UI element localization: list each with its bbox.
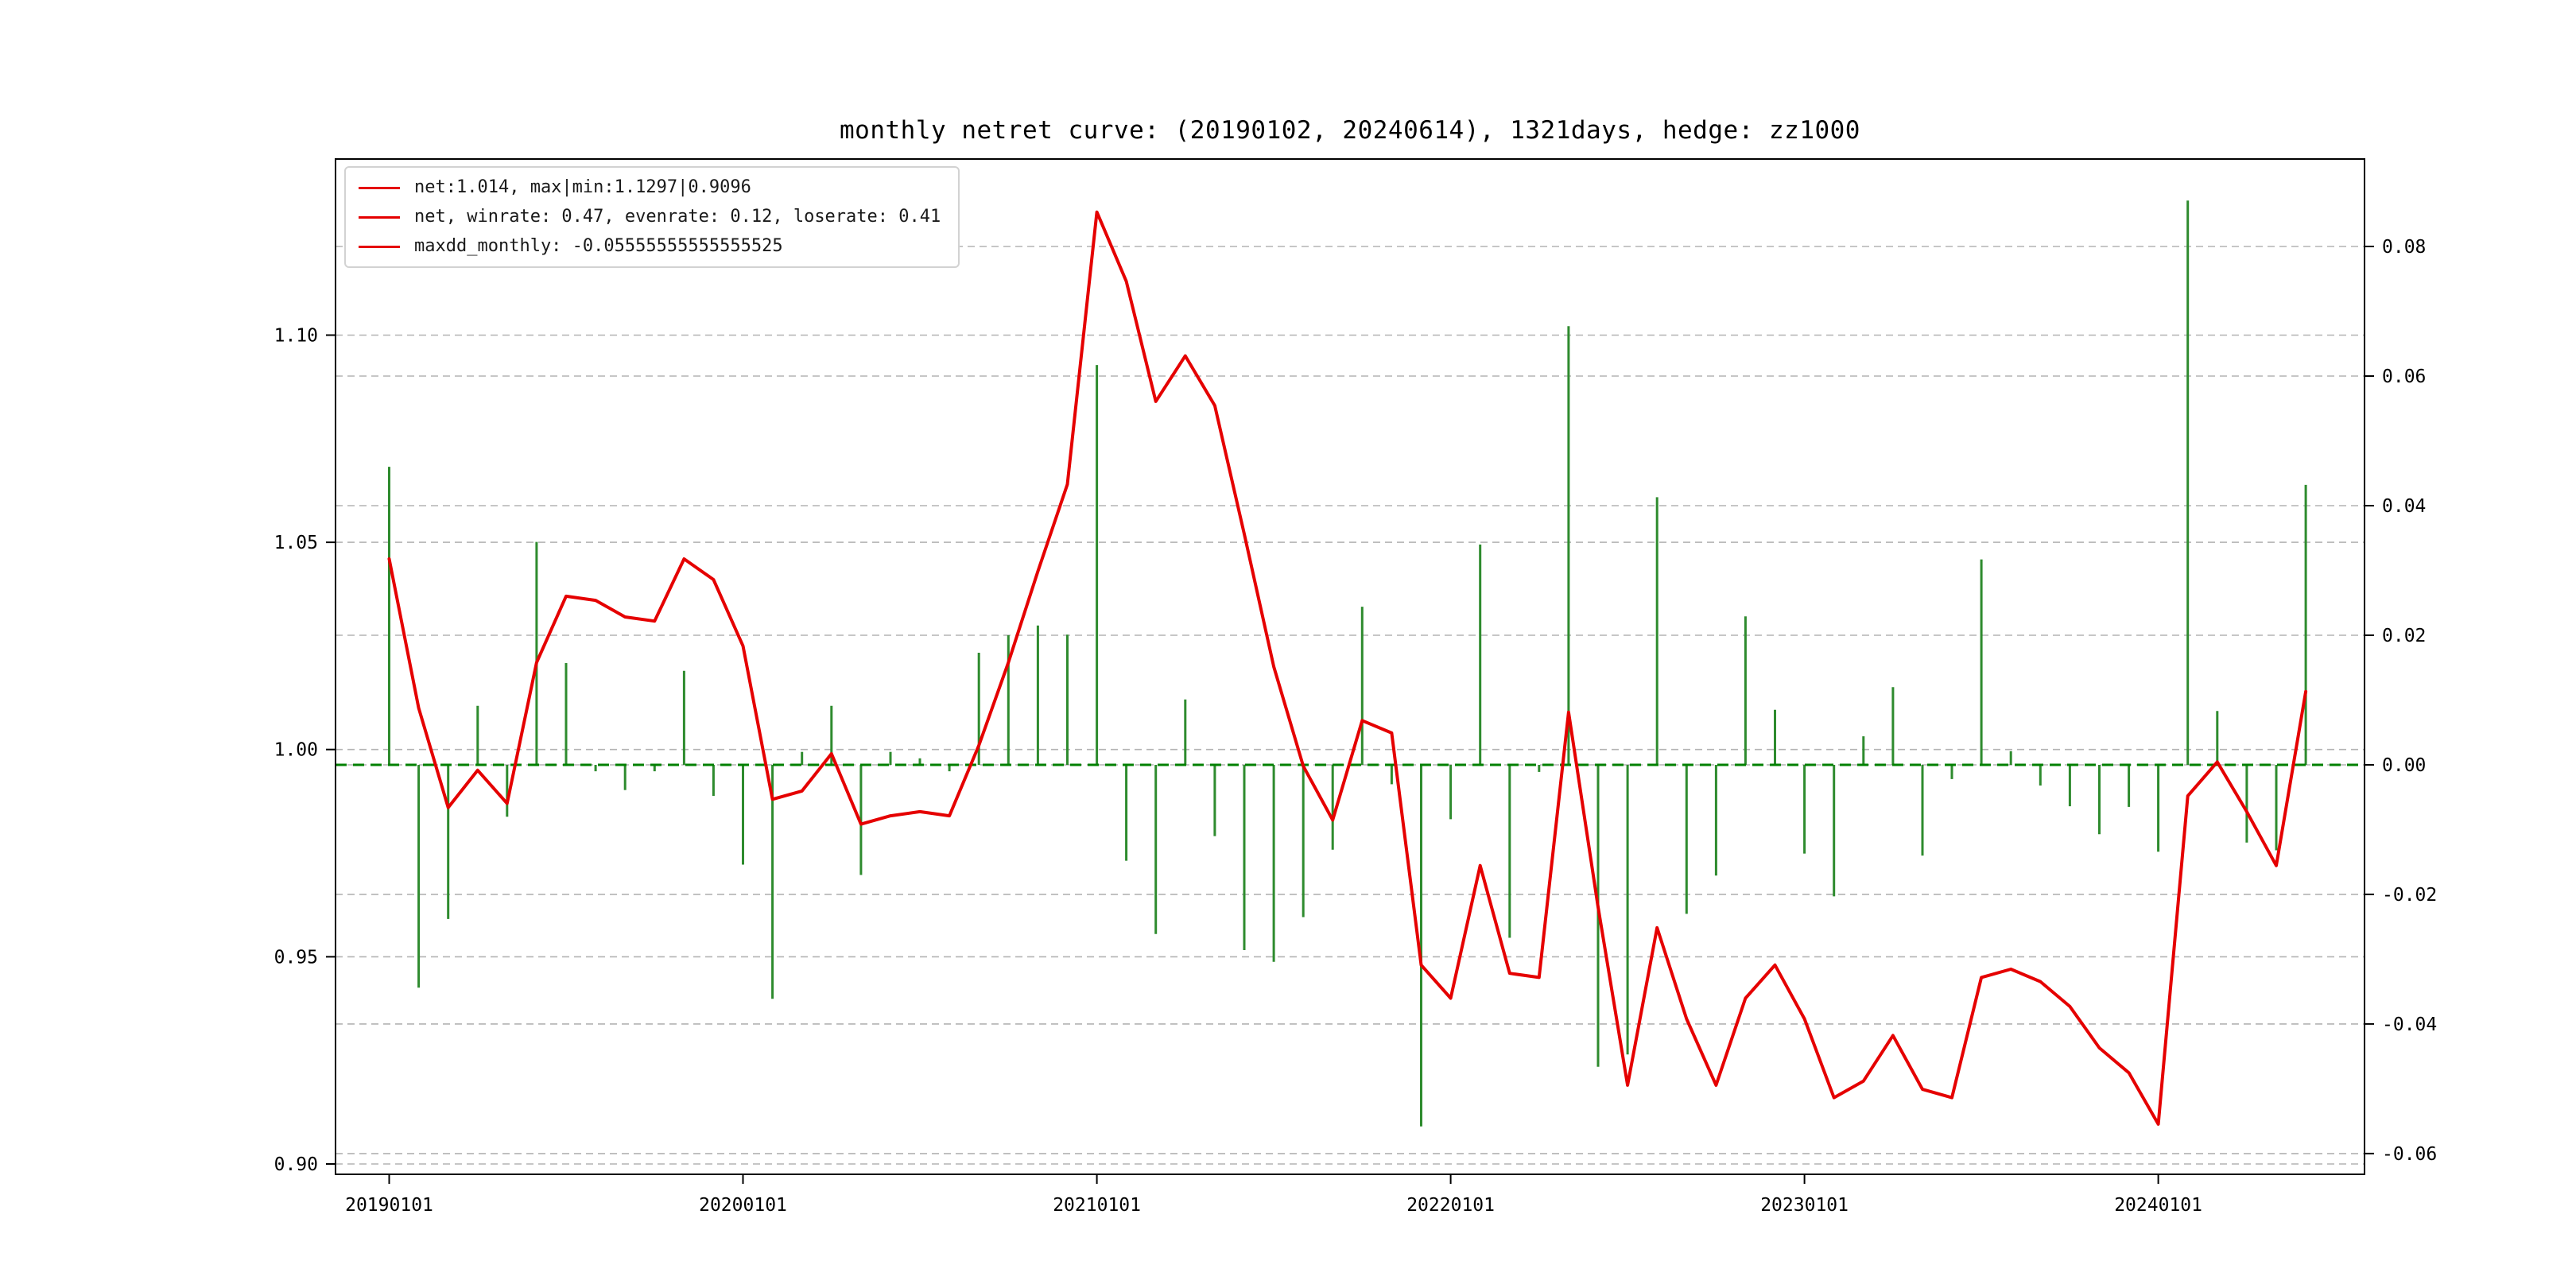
legend-item-net: net:1.014, max|min:1.1297|0.9096 bbox=[359, 179, 941, 196]
left-tick-label: 1.10 bbox=[274, 326, 318, 347]
net-line bbox=[387, 210, 2308, 1126]
left-tick-label: 1.00 bbox=[274, 740, 318, 761]
x-tick-label: 20190101 bbox=[345, 1195, 433, 1216]
x-tick-label: 20240101 bbox=[2114, 1195, 2202, 1216]
legend-winrate-label: net, winrate: 0.47, evenrate: 0.12, lose… bbox=[414, 207, 941, 227]
right-tick-label: 0.04 bbox=[2382, 496, 2426, 517]
left-tick-label: 0.90 bbox=[274, 1154, 318, 1175]
left-tick-label: 1.05 bbox=[274, 533, 318, 553]
net-line-swatch bbox=[359, 186, 400, 189]
right-tick-label: -0.06 bbox=[2382, 1144, 2437, 1165]
legend-item-maxdd: maxdd_monthly: -0.05555555555555525 bbox=[359, 238, 941, 255]
legend-item-winrate: net, winrate: 0.47, evenrate: 0.12, lose… bbox=[359, 208, 941, 226]
x-tick-label: 20210101 bbox=[1053, 1195, 1141, 1216]
right-tick-label: -0.02 bbox=[2382, 885, 2437, 906]
maxdd-line-swatch bbox=[359, 245, 400, 248]
legend: net:1.014, max|min:1.1297|0.9096 net, wi… bbox=[344, 166, 960, 268]
legend-net-label: net:1.014, max|min:1.1297|0.9096 bbox=[414, 177, 751, 197]
x-tick-label: 20230101 bbox=[1760, 1195, 1849, 1216]
right-tick-label: -0.04 bbox=[2382, 1014, 2437, 1035]
chart-title: monthly netret curve: (20190102, 2024061… bbox=[840, 116, 1860, 145]
right-tick-label: 0.02 bbox=[2382, 626, 2426, 646]
right-tick-label: 0.00 bbox=[2382, 755, 2426, 776]
right-tick-label: 0.06 bbox=[2382, 367, 2426, 387]
right-tick-label: 0.08 bbox=[2382, 237, 2426, 258]
legend-maxdd-label: maxdd_monthly: -0.05555555555555525 bbox=[414, 236, 783, 256]
left-tick-label: 0.95 bbox=[274, 947, 318, 968]
winrate-line-swatch bbox=[359, 215, 400, 219]
x-tick-label: 20220101 bbox=[1406, 1195, 1495, 1216]
plot-border bbox=[335, 158, 2365, 1175]
x-tick-label: 20200101 bbox=[699, 1195, 787, 1216]
